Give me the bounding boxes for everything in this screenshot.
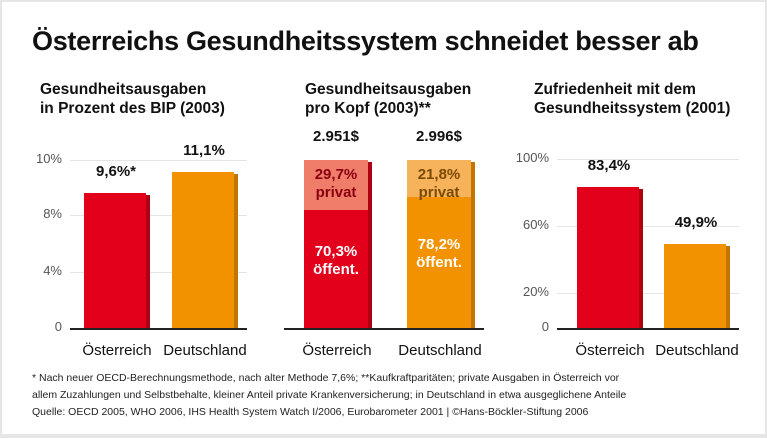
y-tick-label: 0 xyxy=(541,319,549,334)
data-label: 9,6%* xyxy=(95,163,137,181)
gridline xyxy=(70,160,247,161)
footnote-line: Quelle: OECD 2005, WHO 2006, IHS Health … xyxy=(32,406,589,418)
total-label: 2.951$ xyxy=(313,128,359,145)
x-axis-line xyxy=(70,328,247,330)
y-tick-label: 0 xyxy=(54,319,62,334)
y-tick-label: 20% xyxy=(522,284,549,299)
gridline xyxy=(70,272,247,273)
charts: 0 4% 8% 10% 9,6%* Österreich 11,1% Deutschland 0… xyxy=(2,2,765,362)
y-tick-label: 100% xyxy=(515,150,549,165)
chart-2-title: Gesundheitsausgaben pro Kopf (2003)** xyxy=(305,81,472,117)
public-segment: 78,2% öffent. xyxy=(416,236,462,272)
category-label: Österreich xyxy=(302,342,372,359)
private-segment: 21,8% privat xyxy=(407,160,471,201)
category-label: Österreich xyxy=(575,342,645,359)
x-axis-line xyxy=(557,328,739,330)
footnote-line: allem Zuzahlungen und Selbstbehalte, kle… xyxy=(32,389,627,401)
data-label: 49,9% xyxy=(674,213,718,231)
bar xyxy=(84,193,150,328)
category-label: Deutschland xyxy=(163,342,247,359)
y-tick-label: 8% xyxy=(43,206,62,221)
total-label: 2.996$ xyxy=(416,128,462,145)
y-tick-label: 10% xyxy=(35,151,62,166)
category-label: Deutschland xyxy=(398,342,482,359)
bar xyxy=(664,243,730,328)
private-segment: 29,7% privat xyxy=(304,160,368,210)
footnote: * Nach neuer OECD-Berechnungsmethode, na… xyxy=(32,370,626,421)
y-tick-label: 60% xyxy=(522,217,549,232)
page-title: Österreichs Gesundheitssystem schneidet … xyxy=(32,26,699,56)
category-label: Deutschland xyxy=(655,342,739,359)
gridline xyxy=(557,293,739,294)
stacked-bar: 21,8% privat 78,2% öffent. xyxy=(407,160,475,328)
chart-3-title: Zufriedenheit mit dem Gesundheitssystem … xyxy=(534,81,731,117)
gridline xyxy=(557,159,739,160)
category-label: Österreich xyxy=(82,342,152,359)
y-tick-label: 4% xyxy=(43,263,62,278)
gridline xyxy=(70,215,247,216)
chart-1-title: Gesundheitsausgaben in Prozent des BIP (… xyxy=(40,81,225,117)
footnote-line: * Nach neuer OECD-Berechnungsmethode, na… xyxy=(32,372,620,384)
bar xyxy=(577,187,643,328)
bar xyxy=(172,172,238,328)
stacked-bar: 29,7% privat 70,3% öffent. xyxy=(304,160,372,328)
data-label: 83,4% xyxy=(587,157,631,175)
x-axis-line xyxy=(284,328,484,330)
data-label: 11,1% xyxy=(183,142,225,160)
gridline xyxy=(557,226,739,227)
public-segment: 70,3% öffent. xyxy=(313,242,359,278)
